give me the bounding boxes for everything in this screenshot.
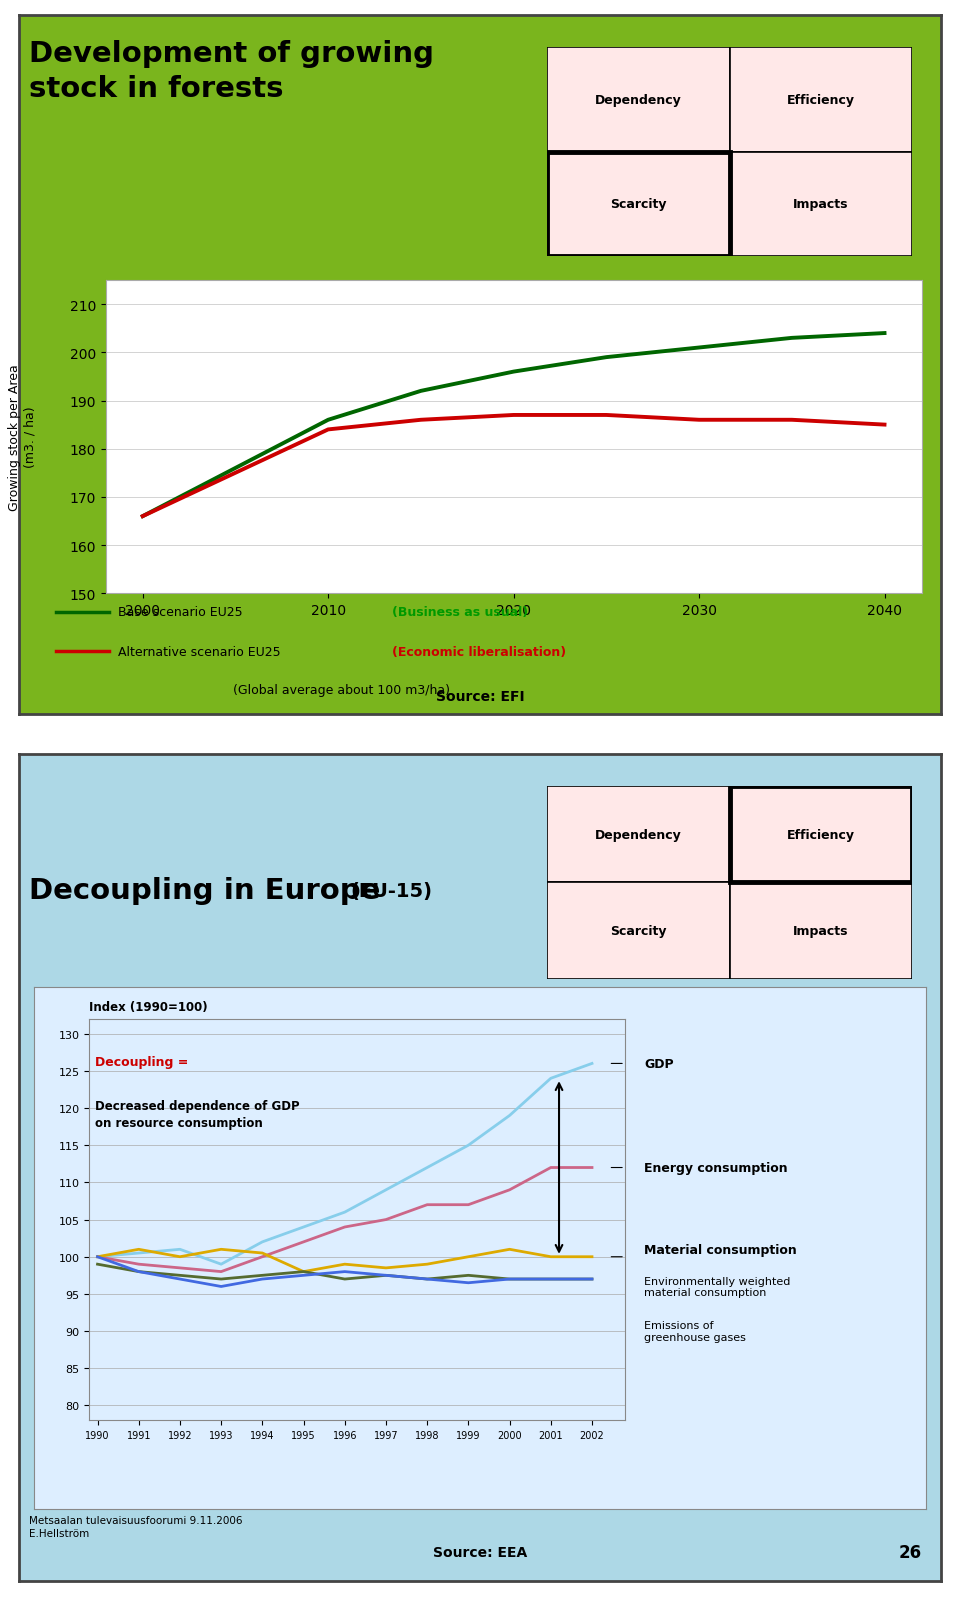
- Text: Metsaalan tulevaisuusfoorumi 9.11.2006
E.Hellström: Metsaalan tulevaisuusfoorumi 9.11.2006 E…: [29, 1515, 242, 1538]
- Text: Impacts: Impacts: [793, 924, 849, 937]
- Bar: [730, 786, 912, 883]
- Text: (Global average about 100 m3/ha): (Global average about 100 m3/ha): [232, 684, 449, 697]
- Text: Efficiency: Efficiency: [787, 93, 854, 108]
- Text: (Economic liberalisation): (Economic liberalisation): [392, 645, 565, 658]
- Text: Emissions of
greenhouse gases: Emissions of greenhouse gases: [644, 1321, 746, 1342]
- Text: Alternative scenario EU25: Alternative scenario EU25: [118, 645, 280, 658]
- Text: Scarcity: Scarcity: [611, 924, 666, 937]
- Bar: [730, 48, 912, 152]
- Text: Development of growing
stock in forests: Development of growing stock in forests: [29, 40, 434, 103]
- Text: Source: EFI: Source: EFI: [436, 690, 524, 703]
- Text: Source: EEA: Source: EEA: [433, 1546, 527, 1560]
- Text: Decoupling =: Decoupling =: [95, 1056, 188, 1069]
- Text: Impacts: Impacts: [793, 197, 849, 212]
- Bar: [730, 883, 912, 979]
- Bar: [547, 48, 730, 152]
- Text: Dependency: Dependency: [595, 93, 682, 108]
- Text: Environmentally weighted
material consumption: Environmentally weighted material consum…: [644, 1276, 791, 1297]
- Text: Index (1990=100): Index (1990=100): [89, 1000, 208, 1013]
- Text: Dependency: Dependency: [595, 828, 682, 841]
- Bar: [547, 786, 730, 883]
- Text: Decoupling in Europe: Decoupling in Europe: [29, 876, 380, 905]
- Text: (EU-15): (EU-15): [350, 881, 433, 900]
- Y-axis label: Growing stock per Area
(m3. / ha): Growing stock per Area (m3. / ha): [9, 364, 36, 510]
- Text: 26: 26: [900, 1544, 923, 1562]
- Bar: [547, 152, 730, 257]
- Text: GDP: GDP: [644, 1058, 674, 1071]
- Bar: [547, 152, 730, 257]
- Bar: [730, 786, 912, 883]
- Text: Material consumption: Material consumption: [644, 1242, 797, 1257]
- Text: Energy consumption: Energy consumption: [644, 1162, 788, 1175]
- Bar: [730, 152, 912, 257]
- Text: Efficiency: Efficiency: [787, 828, 854, 841]
- Text: Base scenario EU25: Base scenario EU25: [118, 605, 243, 620]
- Text: Scarcity: Scarcity: [611, 197, 666, 212]
- Bar: [547, 883, 730, 979]
- Text: (Business as usual): (Business as usual): [392, 605, 528, 620]
- Text: Decreased dependence of GDP
on resource consumption: Decreased dependence of GDP on resource …: [95, 1099, 300, 1130]
